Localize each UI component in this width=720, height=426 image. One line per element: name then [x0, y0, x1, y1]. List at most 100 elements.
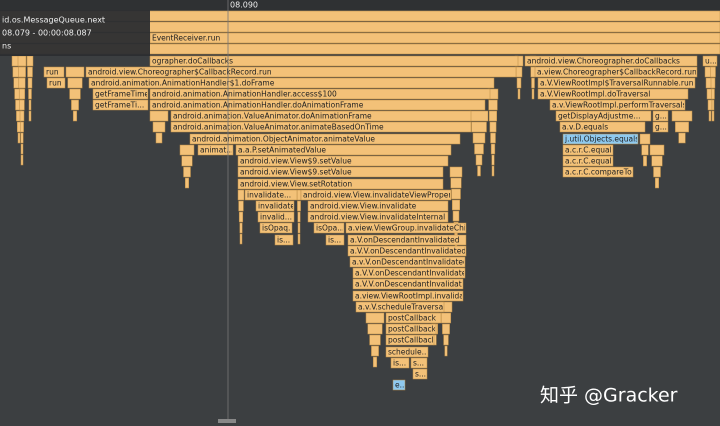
- slice: [367, 323, 383, 335]
- slice: [300, 189, 452, 201]
- slice: [297, 200, 301, 212]
- slice: [352, 278, 464, 290]
- watermark: 知乎 @Gracker: [540, 385, 678, 407]
- slice: [239, 233, 243, 245]
- slice-label: u...: [705, 57, 717, 66]
- slice: [440, 312, 452, 324]
- slice-label: run: [46, 68, 59, 77]
- slice: [170, 121, 472, 133]
- slice: [451, 188, 461, 200]
- slice: [410, 357, 428, 369]
- slice: [562, 133, 639, 145]
- ruler-label: 08.090: [230, 1, 258, 10]
- slice: [88, 77, 495, 89]
- slice: [355, 301, 445, 313]
- slice-label: a.v.V.scheduleTraversals: [358, 303, 449, 312]
- slice: [651, 155, 663, 167]
- slice-label: android.animation.AnimationHandler.doAni…: [152, 101, 364, 110]
- slice: [85, 66, 517, 78]
- slice: [534, 66, 698, 78]
- slice: [274, 234, 294, 246]
- slice-label: a.v.D.equals: [562, 123, 608, 132]
- slice: [385, 334, 435, 346]
- slice-label: EventReceiver.run: [152, 34, 220, 43]
- slice: [369, 334, 381, 346]
- slice-label: animat...: [200, 146, 233, 155]
- slice: [0, 10, 720, 22]
- slice: [259, 222, 293, 234]
- slice: [385, 346, 429, 358]
- slice: [0, 21, 720, 33]
- slice: [555, 110, 652, 122]
- slice: [345, 222, 467, 234]
- slice-label: is...: [393, 359, 406, 368]
- slice: [27, 77, 33, 89]
- slice-label: postCallback: [388, 314, 437, 323]
- slice-label: a.view.Choreographer$CallbackRecord.run: [537, 68, 697, 77]
- slice-label: schedule...: [388, 348, 429, 357]
- slice-label: e...: [395, 381, 407, 390]
- slice: [149, 32, 720, 44]
- slice: [149, 110, 169, 122]
- slice-label: getFrameTi...: [95, 101, 144, 110]
- slice: [491, 165, 495, 177]
- slice: [307, 211, 449, 223]
- slice: [347, 245, 467, 257]
- slice: [517, 88, 521, 100]
- slice: [678, 132, 686, 144]
- slice: [297, 211, 301, 223]
- slice: [20, 121, 24, 133]
- slice: [531, 88, 535, 100]
- slice-label: android.animation.AnimationHandler.acces…: [152, 90, 337, 99]
- slice-label: android.view.View.invalidateInternal: [310, 213, 445, 222]
- scrollbar[interactable]: [218, 419, 236, 423]
- slice: [149, 99, 486, 111]
- slice: [390, 357, 410, 369]
- slice: [69, 88, 81, 100]
- slice-label: a.v.V.onDescendantInvalidated: [352, 258, 468, 267]
- slice-label: a.c.r.C.equals: [565, 157, 616, 166]
- slice: [67, 77, 83, 89]
- slice: [20, 132, 24, 144]
- slice: [443, 334, 449, 346]
- slice-label: isOpaq...: [262, 224, 295, 233]
- slice: [28, 99, 32, 111]
- slice: [307, 200, 449, 212]
- slice-label: s...: [413, 359, 424, 368]
- slice-label: android.view.Choreographer.doCallbacks: [527, 57, 680, 66]
- slice: [531, 77, 535, 89]
- slice: [239, 222, 243, 234]
- slice: [18, 66, 26, 78]
- slice: [649, 144, 665, 156]
- slice: [490, 132, 496, 144]
- slice: [17, 55, 27, 67]
- slice: [352, 290, 464, 302]
- slice: [28, 88, 32, 100]
- slice: [152, 121, 166, 133]
- slice: [652, 110, 669, 122]
- slice: [385, 323, 437, 335]
- slice-label: a.c.r.C.compareTo: [565, 168, 632, 177]
- slice-label: j.util.Objects.equals: [564, 135, 639, 144]
- ruler: [0, 0, 720, 10]
- slice: [347, 234, 467, 246]
- slice: [489, 121, 497, 133]
- tooltip-time: 08.079 - 00:00:08.087: [2, 29, 92, 38]
- slice: [197, 144, 234, 156]
- slice: [452, 199, 460, 211]
- slice-label: android.view.View.invalidate: [310, 202, 417, 211]
- slice: [179, 144, 195, 156]
- slices: EventReceiver.run ographer.doCallbacks and…: [0, 32, 720, 391]
- slice-label: getDisplayAdjustme...: [558, 112, 640, 121]
- slice-label: a.view.ViewGroup.invalidateChild: [348, 224, 473, 233]
- slice: [371, 345, 379, 357]
- slice: [297, 233, 301, 245]
- slice: [352, 267, 466, 279]
- slice-label: a.V.ViewRootImpl.doTraversal: [540, 90, 650, 99]
- slice: [710, 66, 716, 78]
- slice: [707, 99, 713, 111]
- slice: [255, 200, 295, 212]
- slice-label: android.animation.ObjectAnimator.animate…: [192, 135, 375, 144]
- slice-label: android.animation.AnimationHandler$1.doF…: [91, 79, 275, 88]
